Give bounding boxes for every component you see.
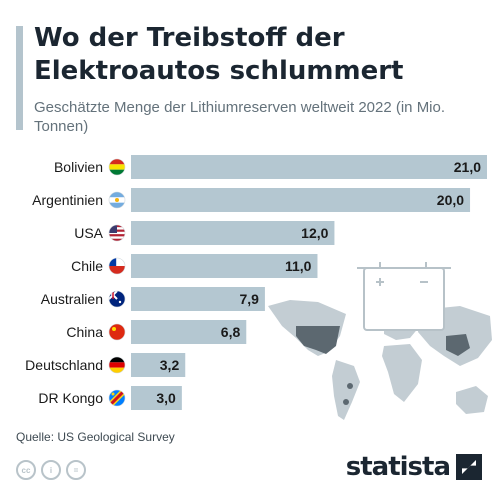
category-label: Argentinien	[32, 192, 103, 208]
person-icon[interactable]: i	[41, 460, 61, 480]
map-chile-marker	[343, 399, 349, 405]
category-label: Chile	[71, 258, 103, 274]
statista-brand[interactable]: statista	[346, 452, 482, 482]
brand-name: statista	[345, 452, 451, 482]
battery-icon	[357, 262, 451, 331]
map-australia	[456, 386, 488, 414]
value-label: 3,2	[160, 357, 180, 373]
value-label: 12,0	[301, 225, 328, 241]
category-label: DR Kongo	[38, 390, 103, 406]
map-africa	[382, 344, 422, 402]
map-bolivia-marker	[347, 383, 353, 389]
usa-flag-icon	[108, 224, 126, 242]
dr-congo-flag-icon	[108, 389, 126, 407]
bar-row-0: Bolivien 21,0	[54, 155, 487, 179]
bar	[131, 188, 471, 212]
chart-subtitle: Geschätzte Menge der Lithiumreserven wel…	[34, 99, 446, 135]
bar-series: Bolivien 21,0 Argentinien 20,0 USA 12,0 Chile 1…	[25, 155, 487, 410]
bar	[131, 254, 318, 278]
value-label: 6,8	[221, 324, 241, 340]
title-accent-bar	[16, 26, 23, 130]
source-note: Quelle: US Geological Survey	[16, 430, 175, 444]
map-south-america	[332, 360, 360, 420]
category-label: Australien	[41, 291, 103, 307]
argentina-flag-icon	[108, 191, 126, 209]
bar	[131, 320, 247, 344]
bar-row-7: DR Kongo 3,0	[38, 386, 182, 410]
bar-row-5: China 6,8	[66, 320, 247, 344]
value-label: 11,0	[285, 258, 312, 274]
bar-row-1: Argentinien 20,0	[32, 188, 471, 212]
australia-flag-icon	[108, 290, 126, 308]
bar-row-6: Deutschland 3,2	[25, 353, 186, 377]
category-label: USA	[74, 225, 103, 241]
china-flag-icon	[108, 323, 126, 341]
chart-title: Wo der Treibstoff der Elektroautos schlu…	[34, 23, 404, 86]
bar	[131, 287, 265, 311]
cc-icon[interactable]: cc	[16, 460, 36, 480]
category-label: Bolivien	[54, 159, 103, 175]
statista-logo-icon	[456, 454, 482, 480]
bar	[131, 221, 335, 245]
value-label: 3,0	[156, 390, 176, 406]
value-label: 21,0	[454, 159, 481, 175]
map-usa-highlight	[296, 326, 340, 354]
value-label: 20,0	[437, 192, 464, 208]
bar-row-4: Australien 7,9	[41, 287, 265, 311]
bar	[131, 353, 186, 377]
bar	[131, 155, 487, 179]
equals-icon[interactable]: =	[66, 460, 86, 480]
bar	[131, 386, 182, 410]
chile-flag-icon	[108, 257, 126, 275]
category-label: Deutschland	[25, 357, 103, 373]
value-label: 7,9	[239, 291, 259, 307]
germany-flag-icon	[108, 356, 126, 374]
bar-row-2: USA 12,0	[74, 221, 335, 245]
bar-row-3: Chile 11,0	[71, 254, 318, 278]
map-china-highlight	[446, 334, 470, 356]
category-label: China	[66, 324, 103, 340]
bolivia-flag-icon	[108, 158, 126, 176]
license-icons: cc i =	[16, 460, 86, 480]
